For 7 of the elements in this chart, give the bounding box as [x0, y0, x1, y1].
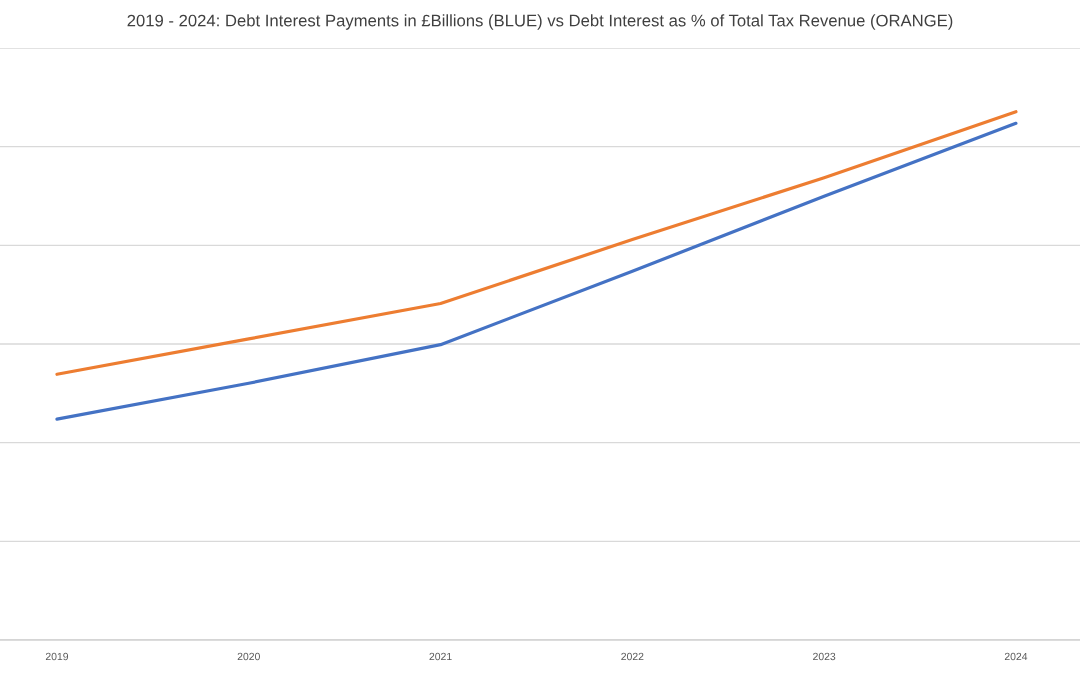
- x-tick-label: 2020: [237, 652, 260, 661]
- x-tick-label: 2019: [45, 652, 69, 661]
- x-tick-label: 2021: [429, 652, 452, 661]
- x-tick-label: 2024: [1004, 652, 1028, 661]
- x-tick-label: 2023: [813, 652, 836, 661]
- chart-title: 2019 - 2024: Debt Interest Payments in £Billions (BLUE) vs Debt Interest as % of Total Tax Revenue (ORANGE): [127, 14, 953, 30]
- x-tick-label: 2022: [621, 652, 644, 661]
